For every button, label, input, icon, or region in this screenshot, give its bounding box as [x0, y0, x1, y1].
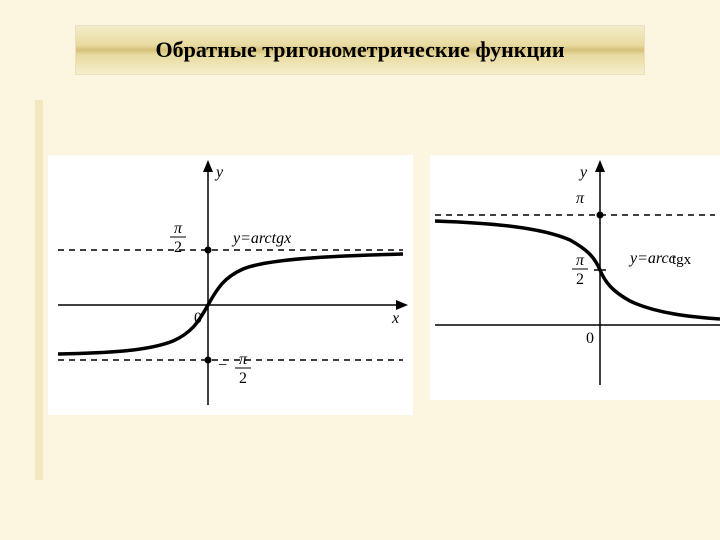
- svg-text:2: 2: [239, 370, 247, 387]
- title-bar: Обратные тригонометрические функции: [75, 25, 645, 75]
- pi-label: π: [576, 190, 585, 207]
- svg-text:−: −: [218, 357, 227, 374]
- function-label: y=arctgx: [231, 230, 291, 247]
- origin-label: 0: [586, 330, 594, 347]
- lower-dot: [205, 357, 212, 364]
- lower-fraction: − π 2: [218, 351, 251, 387]
- x-arrow: [396, 300, 408, 310]
- function-label-suffix: tgx: [672, 252, 691, 269]
- origin-label: 0: [194, 310, 202, 327]
- arccot-curve: [435, 221, 720, 319]
- y-arrow: [595, 160, 605, 172]
- svg-text:π: π: [239, 351, 248, 368]
- arctg-chart: y x 0 π 2 − π 2 y=arctgx: [48, 155, 413, 415]
- svg-text:π: π: [576, 252, 585, 269]
- svg-text:π: π: [174, 220, 183, 237]
- upper-dot: [205, 247, 212, 254]
- y-label: y: [578, 164, 588, 181]
- page-title: Обратные тригонометрические функции: [156, 37, 565, 63]
- arccot-chart: y 0 π π 2 y=arcc: [430, 155, 720, 400]
- decorative-stripe: [35, 100, 43, 480]
- svg-text:2: 2: [174, 239, 182, 256]
- function-label-prefix: y=arcc: [628, 250, 676, 267]
- pi2-fraction: π 2: [572, 252, 588, 288]
- pi-dot: [597, 212, 604, 219]
- arctg-curve: [58, 254, 403, 354]
- svg-text:2: 2: [576, 271, 584, 288]
- y-arrow: [203, 160, 213, 172]
- x-label: x: [391, 310, 399, 327]
- y-label: y: [214, 164, 224, 181]
